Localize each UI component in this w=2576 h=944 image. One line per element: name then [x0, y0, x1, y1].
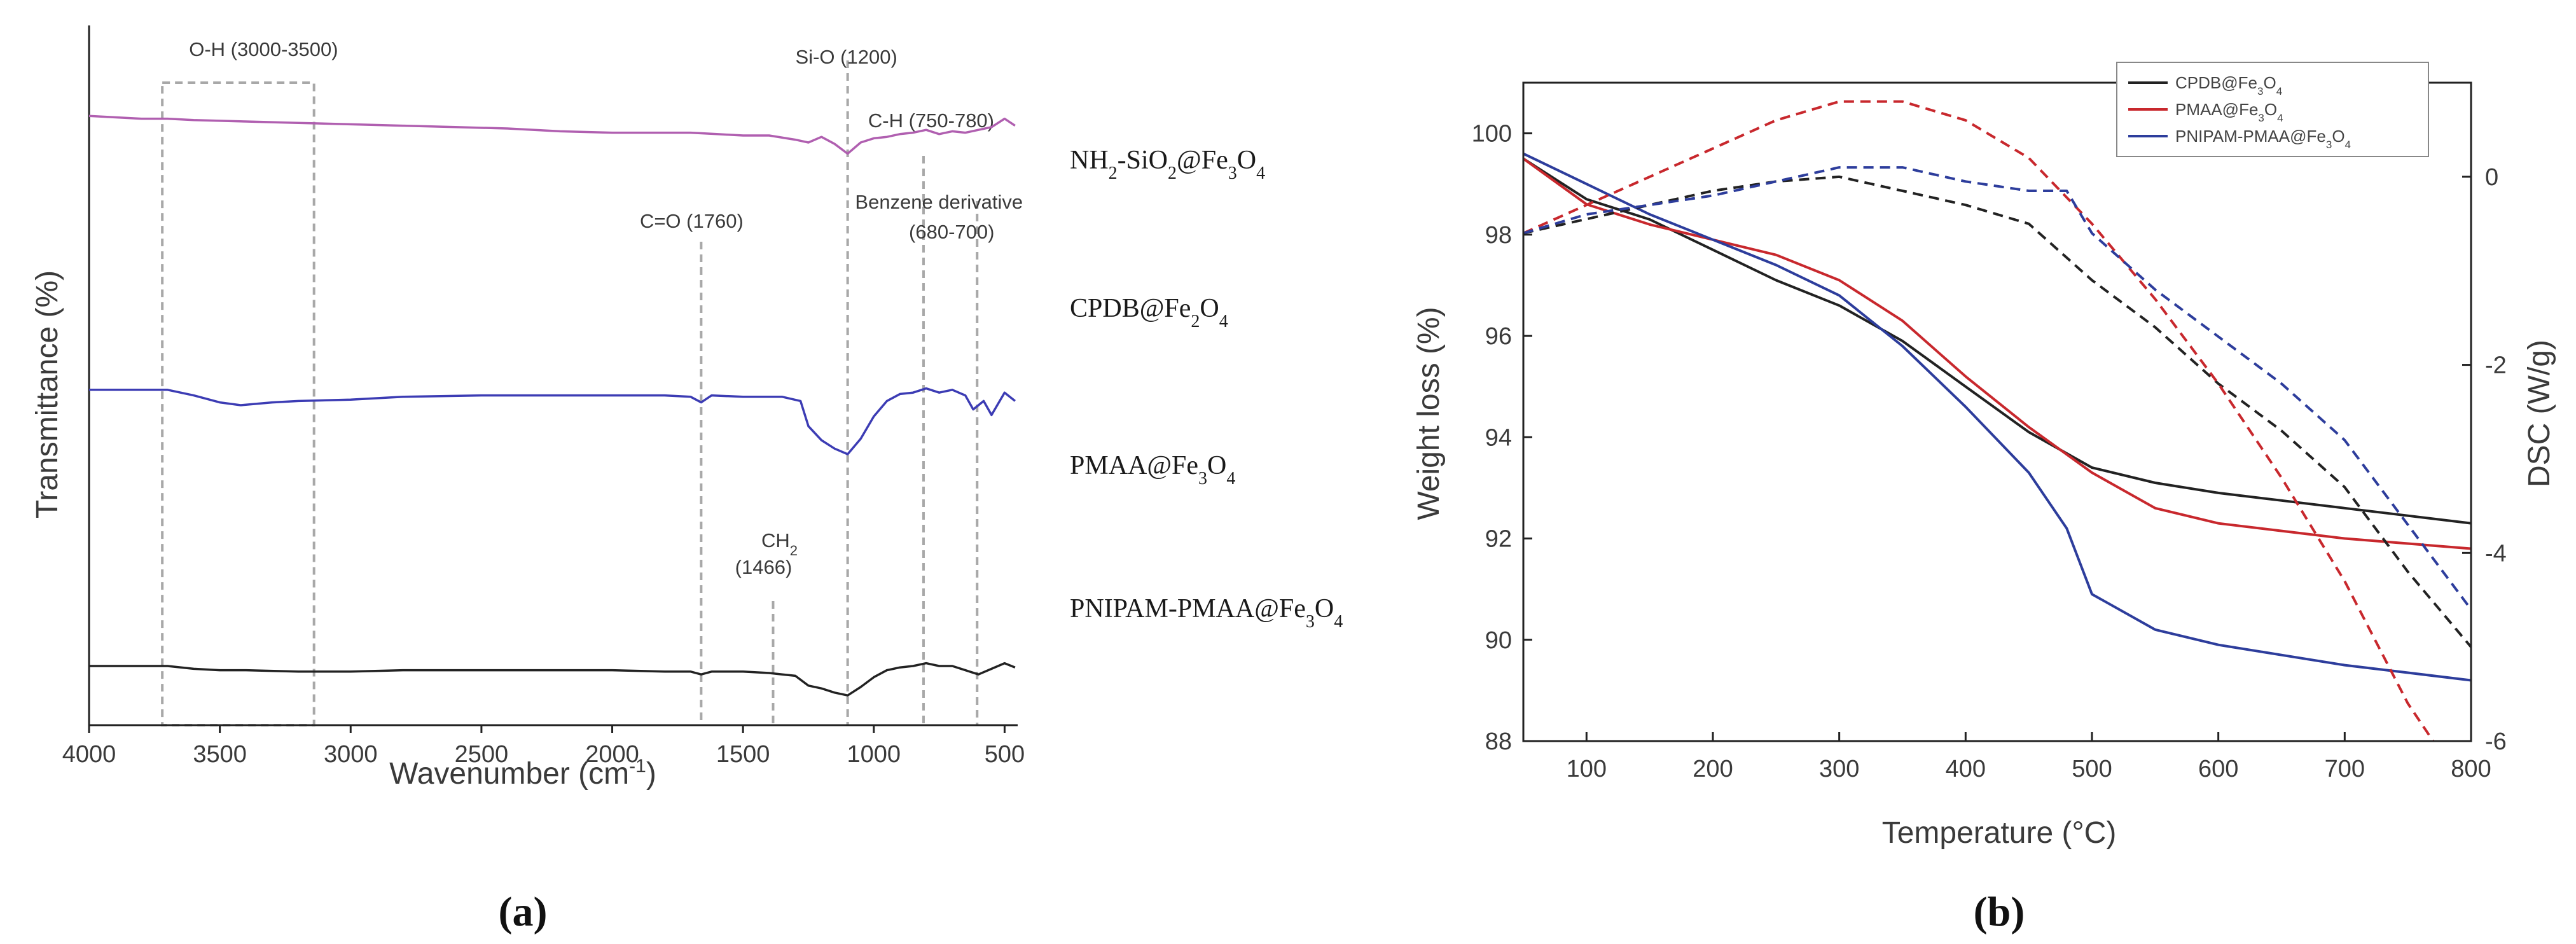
ftir-series-line	[89, 908, 1015, 944]
tga-ticks: 100 200 300 400 500 600 700 800 88 90 92 94 96 98 100 -…	[1472, 121, 2507, 782]
ch2-label: CH2	[761, 529, 798, 559]
tga-panel-label: (b)	[1974, 889, 2025, 935]
tga-y-tick-label: 94	[1485, 424, 1512, 451]
tga-y-axis-label: Weight loss (%)	[1412, 307, 1446, 520]
ftir-y-axis-label: Transmittance (%)	[31, 270, 64, 518]
tga-y2-axis-label: DSC (W/g)	[2523, 340, 2556, 487]
tga-x-tick-label: 300	[1819, 756, 1859, 782]
ftir-x-tick-label: 3000	[324, 741, 378, 768]
ftir-series-line	[89, 115, 1016, 155]
weight-loss-series-line	[1523, 152, 2471, 682]
tga-y2-tick-label: -2	[2485, 352, 2507, 379]
tga-y-tick-label: 96	[1485, 323, 1512, 350]
ftir-chart: O-H (3000-3500) Si-O (1200) C-H (750-780) C…	[31, 25, 1343, 944]
ftir-x-tick-label: 1500	[716, 741, 770, 768]
ftir-series-label: CPDB@Fe2O4	[1070, 294, 1228, 331]
ftir-ticks: 4000 3500 3000 2500 2000 1500 1000 500	[62, 725, 1025, 768]
ftir-x-tick-label: 2000	[585, 741, 639, 768]
ftir-x-tick-label: 500	[985, 741, 1025, 768]
tga-x-axis-label: Temperature (°C)	[1882, 816, 2117, 850]
c-h-label: C-H (750-780)	[868, 109, 994, 132]
oh-region-label: O-H (3000-3500)	[189, 38, 338, 60]
ftir-series-line	[89, 387, 1016, 455]
ftir-annotations: O-H (3000-3500) Si-O (1200) C-H (750-780) C…	[161, 38, 1023, 726]
legend-label: PNIPAM-PMAA@Fe3O4	[2175, 127, 2351, 151]
tga-x-tick-label: 700	[2325, 756, 2365, 782]
tga-y-tick-label: 88	[1485, 728, 1512, 755]
tga-axes	[1522, 81, 2472, 742]
benzene-label: Benzene derivative	[855, 191, 1023, 213]
tga-y-tick-label: 92	[1485, 526, 1512, 553]
ftir-series-line	[89, 662, 1016, 697]
tga-y2-tick-label: -6	[2485, 728, 2507, 755]
si-o-label: Si-O (1200)	[796, 46, 897, 68]
tga-x-tick-label: 200	[1693, 756, 1733, 782]
c-o-label: C=O (1760)	[640, 210, 744, 232]
tga-series	[1523, 100, 2471, 741]
ftir-series-label: PNIPAM-PMAA@Fe3O4	[1070, 594, 1343, 632]
ftir-x-tick-label: 4000	[62, 741, 116, 768]
tga-chart: 100 200 300 400 500 600 700 800 88 90 92 94 96 98 100 -…	[1412, 62, 2556, 935]
ftir-x-tick-label: 2500	[455, 741, 509, 768]
tga-y-tick-label: 98	[1485, 222, 1512, 249]
ftir-series-labels: NH2-SiO2@Fe3O4 CPDB@Fe2O4 PMAA@Fe3O4 PNIPAM…	[1070, 146, 1343, 632]
legend-label: CPDB@Fe3O4	[2175, 73, 2282, 97]
ftir-x-axis-label: Wavenumber (cm-1)	[389, 756, 656, 791]
legend-label: PMAA@Fe3O4	[2175, 100, 2283, 124]
ch2-range-label: (1466)	[735, 556, 793, 578]
legend-box	[2116, 62, 2429, 157]
tga-x-tick-label: 400	[1946, 756, 1986, 782]
weight-loss-series-line	[1523, 157, 2471, 525]
tga-x-tick-label: 600	[2198, 756, 2238, 782]
ftir-series	[89, 115, 1016, 944]
benzene-range-label: (680-700)	[909, 221, 994, 243]
tga-y2-tick-label: -4	[2485, 540, 2507, 567]
ftir-series-label: PMAA@Fe3O4	[1070, 451, 1235, 489]
tga-plot-frame	[1522, 81, 2472, 742]
dsc-series-line	[1523, 166, 2471, 611]
dsc-series-line	[1523, 100, 2435, 741]
tga-x-tick-label: 100	[1567, 756, 1607, 782]
ftir-axes	[88, 25, 1018, 726]
ftir-panel-label: (a)	[499, 889, 548, 935]
tga-y-tick-label: 90	[1485, 627, 1512, 654]
tga-x-tick-label: 500	[2072, 756, 2112, 782]
ftir-x-tick-label: 1000	[847, 741, 901, 768]
tga-legend: CPDB@Fe3O4 PMAA@Fe3O4 PNIPAM-PMAA@Fe3O4	[2116, 62, 2429, 157]
ftir-series-label: NH2-SiO2@Fe3O4	[1070, 146, 1265, 183]
tga-x-tick-label: 800	[2451, 756, 2491, 782]
ftir-x-tick-label: 3500	[193, 741, 247, 768]
dsc-series-line	[1523, 175, 2471, 648]
tga-y-tick-label: 100	[1472, 121, 1512, 148]
tga-y2-tick-label: 0	[2485, 164, 2498, 191]
weight-loss-series-line	[1523, 157, 2471, 550]
